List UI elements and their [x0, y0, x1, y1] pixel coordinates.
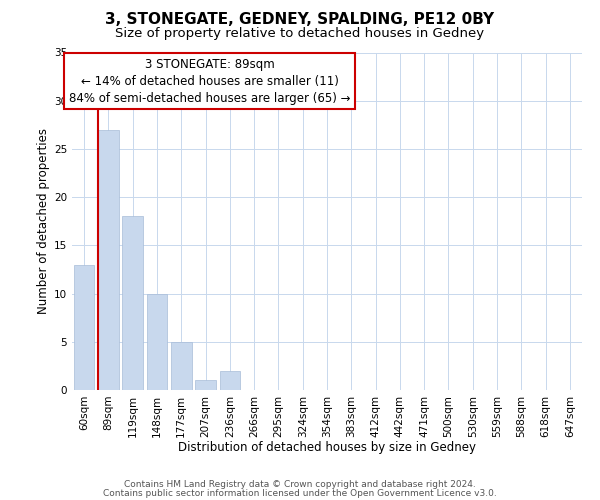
Text: 3 STONEGATE: 89sqm
← 14% of detached houses are smaller (11)
84% of semi-detache: 3 STONEGATE: 89sqm ← 14% of detached hou… — [69, 58, 350, 104]
Text: Contains HM Land Registry data © Crown copyright and database right 2024.: Contains HM Land Registry data © Crown c… — [124, 480, 476, 489]
X-axis label: Distribution of detached houses by size in Gedney: Distribution of detached houses by size … — [178, 441, 476, 454]
Bar — [74, 264, 94, 390]
Bar — [220, 370, 240, 390]
Text: Contains public sector information licensed under the Open Government Licence v3: Contains public sector information licen… — [103, 488, 497, 498]
Text: 3, STONEGATE, GEDNEY, SPALDING, PE12 0BY: 3, STONEGATE, GEDNEY, SPALDING, PE12 0BY — [106, 12, 494, 28]
Y-axis label: Number of detached properties: Number of detached properties — [37, 128, 50, 314]
Bar — [195, 380, 216, 390]
Bar — [171, 342, 191, 390]
Bar — [146, 294, 167, 390]
Bar — [122, 216, 143, 390]
Bar — [98, 130, 119, 390]
Text: Size of property relative to detached houses in Gedney: Size of property relative to detached ho… — [115, 28, 485, 40]
